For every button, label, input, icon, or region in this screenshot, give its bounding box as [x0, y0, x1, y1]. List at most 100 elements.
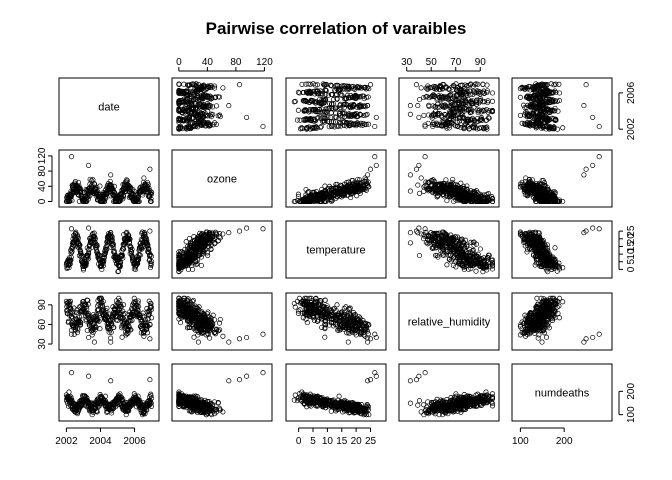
data-point — [319, 97, 325, 103]
data-point — [542, 81, 548, 87]
data-point — [320, 88, 326, 94]
data-point — [362, 84, 368, 90]
data-point — [310, 106, 316, 112]
data-point — [341, 119, 347, 125]
data-point — [430, 92, 436, 98]
data-point — [346, 120, 353, 126]
data-point — [560, 125, 566, 131]
data-point — [483, 125, 489, 131]
panel-relative_humidity-vs-date — [58, 292, 160, 351]
data-point — [526, 83, 532, 89]
panel-grid: dateozonetemperaturerelative_humiditynum… — [37, 57, 637, 447]
data-point — [440, 94, 447, 100]
data-point — [327, 101, 333, 107]
data-point — [367, 166, 374, 172]
data-point — [534, 82, 540, 88]
data-point — [440, 82, 446, 88]
data-point — [422, 123, 428, 130]
data-point — [343, 101, 349, 107]
data-point — [308, 115, 314, 122]
data-point — [550, 89, 557, 95]
panel-ozone-vs-date — [58, 149, 160, 208]
data-point — [462, 82, 468, 88]
data-point — [341, 122, 347, 128]
data-point — [438, 93, 444, 99]
data-point — [140, 192, 146, 198]
data-point — [226, 103, 232, 109]
diagonal-label-ozone: ozone — [207, 174, 237, 186]
data-point — [295, 193, 301, 199]
data-point — [335, 189, 341, 195]
data-point — [147, 166, 153, 172]
data-point — [459, 82, 465, 88]
data-point — [149, 189, 155, 195]
data-point — [481, 124, 487, 131]
data-point — [318, 124, 324, 130]
data-point — [448, 119, 454, 125]
data-point — [545, 124, 551, 130]
data-point — [185, 105, 191, 112]
data-point — [489, 108, 495, 114]
data-point — [204, 101, 210, 107]
data-point — [302, 106, 308, 113]
data-point — [547, 96, 553, 102]
data-point — [317, 106, 323, 112]
data-point — [478, 115, 484, 121]
data-point — [480, 81, 486, 87]
data-point — [306, 124, 312, 130]
data-point — [307, 88, 313, 94]
data-point — [348, 195, 354, 201]
data-point — [304, 89, 310, 95]
data-point — [430, 120, 436, 126]
data-point — [176, 124, 182, 131]
data-point — [141, 175, 147, 181]
panel-temperature-vs-date — [58, 220, 160, 279]
data-point — [86, 162, 92, 168]
data-point — [181, 96, 187, 102]
data-point — [295, 89, 301, 95]
data-point — [321, 100, 327, 106]
panel-frame — [58, 149, 160, 208]
data-point — [373, 162, 379, 168]
data-point — [463, 106, 469, 112]
data-point — [453, 105, 459, 111]
data-point — [244, 114, 250, 120]
data-point — [297, 117, 303, 123]
data-point — [447, 92, 453, 98]
data-point — [444, 119, 450, 125]
data-point — [338, 105, 344, 111]
data-point — [108, 172, 114, 178]
data-point — [348, 102, 354, 108]
data-point — [524, 110, 530, 116]
data-point — [309, 124, 315, 130]
panel-frame — [58, 77, 160, 136]
data-point — [476, 107, 482, 113]
data-point — [485, 98, 491, 104]
data-point — [481, 88, 487, 94]
data-point — [372, 123, 378, 130]
data-point — [450, 176, 456, 182]
data-point — [215, 94, 221, 100]
data-point — [313, 106, 319, 112]
data-point — [329, 192, 335, 198]
data-point — [236, 82, 243, 88]
panel-frame — [171, 149, 273, 208]
data-point — [303, 98, 309, 104]
data-point — [522, 110, 528, 116]
data-point — [426, 102, 432, 108]
data-point — [524, 93, 531, 99]
data-point — [550, 97, 556, 103]
data-point — [324, 81, 330, 88]
data-point — [184, 88, 190, 94]
data-point — [326, 105, 332, 112]
data-point — [329, 198, 335, 204]
data-point — [533, 81, 539, 87]
data-point — [341, 83, 347, 89]
data-point — [328, 185, 334, 191]
data-point — [344, 179, 350, 186]
data-point — [441, 111, 448, 117]
data-point — [454, 87, 460, 93]
panel-ozone-vs-numdeaths — [511, 149, 613, 208]
data-point — [416, 96, 423, 103]
data-point — [354, 120, 360, 126]
